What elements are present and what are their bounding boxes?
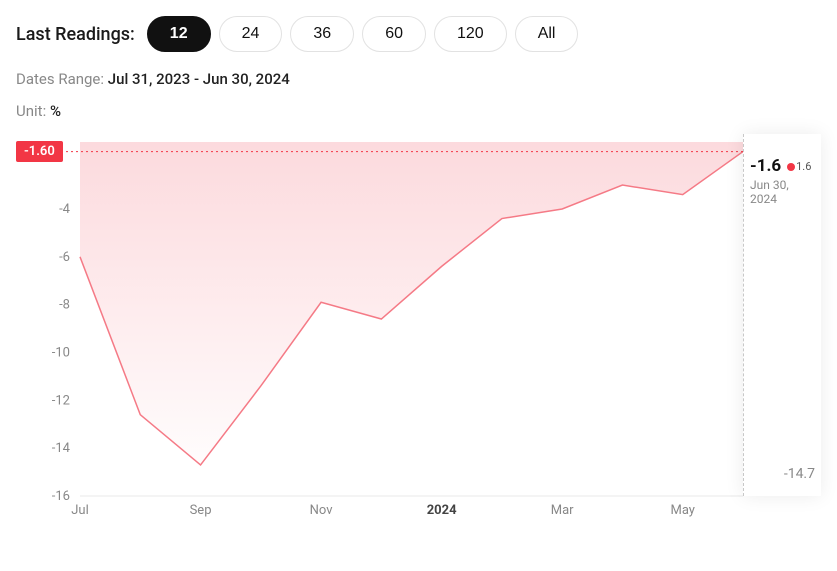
overlay-current-value: -1.6: [750, 156, 781, 176]
svg-text:Mar: Mar: [551, 503, 574, 518]
readings-selector: Last Readings: 12243660120All: [16, 16, 821, 52]
svg-text:-10: -10: [52, 345, 70, 360]
current-value-badge: -1.60: [16, 141, 63, 162]
unit-value: %: [50, 102, 61, 120]
svg-text:-6: -6: [59, 250, 70, 265]
readings-option-24[interactable]: 24: [219, 16, 283, 52]
unit: Unit: %: [16, 102, 821, 120]
svg-text:-12: -12: [52, 393, 70, 408]
readings-option-120[interactable]: 120: [434, 16, 507, 52]
svg-text:-8: -8: [59, 298, 70, 313]
dates-range-label: Dates Range:: [16, 70, 104, 88]
svg-text:Nov: Nov: [310, 503, 334, 518]
svg-text:-4: -4: [59, 202, 71, 217]
svg-text:Sep: Sep: [190, 503, 212, 518]
chart-container: -16 -14 -12 -10 -8 -6 -4 Jul Sep Nov 2024 Mar May -1…: [16, 134, 821, 524]
svg-text:-16: -16: [52, 489, 70, 504]
overlay-dot-icon: [787, 163, 795, 171]
overlay-tiny: 1.6: [796, 160, 811, 173]
overlay-bottom-value: -14.7: [784, 466, 815, 482]
right-overlay: -1.6 1.6 Jun 30, 2024 -14.7: [743, 134, 821, 496]
readings-option-all[interactable]: All: [515, 16, 579, 52]
svg-text:Jul: Jul: [71, 503, 89, 518]
readings-option-12[interactable]: 12: [147, 16, 211, 52]
readings-option-36[interactable]: 36: [290, 16, 354, 52]
svg-text:-14: -14: [52, 441, 71, 456]
area-chart: -16 -14 -12 -10 -8 -6 -4 Jul Sep Nov 2024 Mar May: [16, 134, 821, 524]
dates-range-value: Jul 31, 2023 - Jun 30, 2024: [108, 70, 290, 88]
svg-text:2024: 2024: [427, 503, 457, 518]
readings-option-60[interactable]: 60: [362, 16, 426, 52]
dates-range: Dates Range: Jul 31, 2023 - Jun 30, 2024: [16, 70, 821, 88]
pill-row: 12243660120All: [147, 16, 579, 52]
overlay-date: Jun 30, 2024: [750, 178, 817, 206]
svg-text:May: May: [670, 503, 694, 518]
readings-label: Last Readings:: [16, 24, 135, 45]
unit-label: Unit:: [16, 102, 46, 120]
